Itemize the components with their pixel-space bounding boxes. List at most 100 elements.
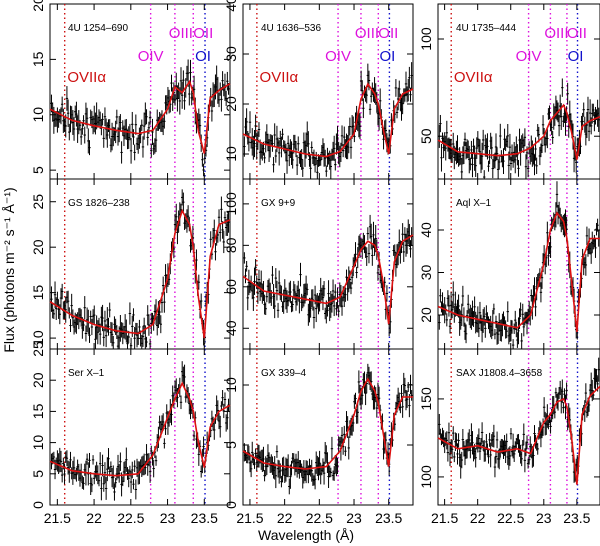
model-curve bbox=[437, 211, 600, 333]
line-label: OI bbox=[568, 48, 584, 65]
line-label: OIV bbox=[138, 48, 164, 65]
x-tick-label: 23.5 bbox=[191, 510, 218, 526]
line-label: OII bbox=[567, 25, 587, 42]
model-curve bbox=[242, 377, 413, 470]
x-tick-label: 23 bbox=[160, 510, 176, 526]
line-label: OIII bbox=[355, 25, 379, 42]
panel-5: 20 30 40 Aql X–1 bbox=[418, 178, 600, 350]
y-tick-label: 30 bbox=[418, 265, 434, 281]
y-tick-label: 25 bbox=[30, 341, 46, 357]
y-tick-label: 10 bbox=[30, 107, 46, 123]
x-tick-label: 22 bbox=[86, 510, 102, 526]
y-tick-label: 100 bbox=[418, 27, 434, 51]
panel-4: 40 60 80 100 GX 9+9 bbox=[223, 178, 414, 350]
y-tick-label: 20 bbox=[30, 372, 46, 388]
data-points bbox=[243, 363, 413, 495]
source-label: Ser X–1 bbox=[68, 368, 105, 379]
data-points bbox=[243, 62, 413, 179]
model-curve bbox=[242, 82, 414, 158]
model-curve bbox=[49, 79, 231, 154]
panel-7: 0 5 10 21.5 22 22.5 23 23.5 GX 339–4 bbox=[223, 348, 414, 526]
y-tick-label: 5 bbox=[30, 470, 46, 478]
source-label: 4U 1254–690 bbox=[68, 23, 128, 34]
x-tick-label: 22.5 bbox=[306, 510, 333, 526]
y-tick-label: 100 bbox=[418, 465, 434, 489]
y-tick-label: 50 bbox=[418, 128, 434, 144]
y-tick-label: 40 bbox=[223, 320, 239, 336]
x-tick-label: 21.5 bbox=[431, 510, 458, 526]
model-curve bbox=[437, 103, 600, 160]
y-tick-label: 20 bbox=[418, 307, 434, 323]
model-curve bbox=[49, 381, 231, 477]
y-tick-label: 20 bbox=[30, 239, 46, 255]
model-curve bbox=[437, 385, 600, 485]
panel-6: 0 5 10 15 20 25 21.5 22 22.5 23 23.5 Ser X–1 bbox=[30, 341, 231, 526]
model-curve bbox=[49, 208, 231, 339]
model-curve bbox=[242, 234, 414, 325]
x-tick-label: 23 bbox=[346, 510, 362, 526]
x-tick-label: 22.5 bbox=[117, 510, 144, 526]
y-tick-label: 60 bbox=[223, 279, 239, 295]
y-tick-label: 15 bbox=[30, 285, 46, 301]
y-tick-label: 5 bbox=[223, 441, 239, 449]
y-tick-label: 25 bbox=[30, 194, 46, 210]
line-label: OVIIα bbox=[260, 69, 299, 86]
panel-frame bbox=[437, 348, 600, 506]
y-axis-title: Flux (photons m⁻² s⁻¹ Å⁻¹) bbox=[1, 187, 17, 352]
line-label: OIV bbox=[325, 48, 351, 65]
x-tick-label: 22 bbox=[277, 510, 293, 526]
x-axis-title-group: Wavelength (Å) bbox=[258, 527, 354, 543]
x-axis-title: Wavelength (Å) bbox=[258, 527, 354, 543]
y-tick-label: 10 bbox=[30, 435, 46, 451]
y-tick-label: 15 bbox=[30, 51, 46, 67]
y-tick-label: 40 bbox=[223, 0, 239, 12]
x-tick-label: 21.5 bbox=[236, 510, 263, 526]
line-label: OIII bbox=[544, 25, 568, 42]
y-tick-label: 40 bbox=[418, 222, 434, 238]
line-label: OVIIα bbox=[454, 69, 493, 86]
y-tick-label: 150 bbox=[418, 387, 434, 411]
y-tick-label: 20 bbox=[223, 96, 239, 112]
source-label: GX 9+9 bbox=[261, 198, 296, 209]
x-tick-label: 23.5 bbox=[563, 510, 590, 526]
y-tick-label: 30 bbox=[223, 46, 239, 62]
y-tick-label: 0 bbox=[223, 501, 239, 509]
line-label: OII bbox=[193, 25, 213, 42]
panel-frame bbox=[49, 348, 231, 506]
y-tick-label: 10 bbox=[30, 330, 46, 346]
y-tick-label: 5 bbox=[30, 166, 46, 174]
line-label: OII bbox=[378, 25, 398, 42]
y-tick-label: 80 bbox=[223, 237, 239, 253]
line-label: OI bbox=[379, 48, 395, 65]
line-label: OI bbox=[195, 48, 211, 65]
panel-frame bbox=[242, 348, 414, 506]
data-points bbox=[438, 78, 600, 179]
source-label: GX 339–4 bbox=[261, 368, 306, 379]
x-tick-label: 22 bbox=[470, 510, 486, 526]
source-label: 4U 1636–536 bbox=[261, 23, 321, 34]
y-tick-label: 15 bbox=[30, 403, 46, 419]
panel-0: 5 10 15 20 4U 1254–690 OVIIα OIV OIII OII OI bbox=[30, 0, 231, 180]
y-axis-title-group: Flux (photons m⁻² s⁻¹ Å⁻¹) bbox=[1, 187, 17, 352]
x-tick-label: 23.5 bbox=[375, 510, 402, 526]
y-tick-label: 20 bbox=[30, 0, 46, 12]
source-label: SAX J1808.4–3658 bbox=[456, 368, 543, 379]
line-label: OIII bbox=[169, 25, 193, 42]
source-label: Aql X–1 bbox=[456, 198, 491, 209]
y-tick-label: 100 bbox=[223, 192, 239, 216]
data-points bbox=[50, 361, 230, 501]
y-tick-label: 0 bbox=[30, 501, 46, 509]
x-tick-label: 22.5 bbox=[497, 510, 524, 526]
line-label: OVIIα bbox=[67, 69, 106, 86]
source-label: 4U 1735–444 bbox=[456, 23, 516, 34]
panel-8: 100 150 21.5 22 22.5 23 23.5 SAX J1808.4–3658 bbox=[418, 348, 600, 526]
line-label: OIV bbox=[516, 48, 542, 65]
y-tick-label: 10 bbox=[223, 146, 239, 162]
x-tick-label: 21.5 bbox=[44, 510, 71, 526]
panel-3: 10 15 20 25 GS 1826–238 bbox=[30, 178, 231, 350]
y-tick-label: 10 bbox=[223, 377, 239, 393]
